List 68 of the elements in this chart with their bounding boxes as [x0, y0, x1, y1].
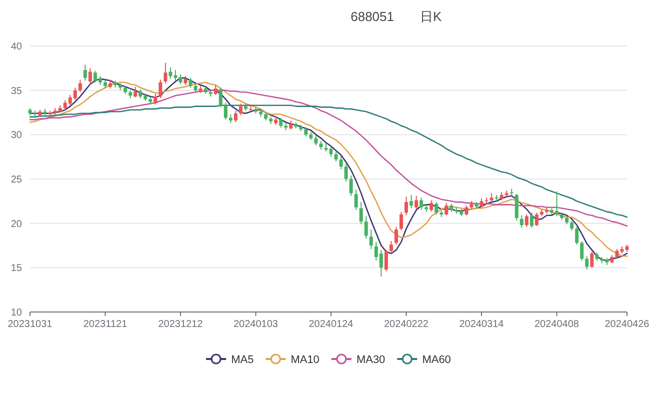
x-tick-label: 20231212	[158, 319, 204, 330]
candlestick	[234, 110, 238, 123]
candlestick	[444, 202, 448, 216]
legend-label: MA60	[422, 354, 451, 366]
y-tick-label: 10	[10, 308, 22, 318]
candlestick	[524, 214, 528, 228]
candlestick	[514, 194, 518, 222]
chart-subtitle: 日K	[420, 9, 442, 24]
candlestick	[570, 220, 574, 231]
y-tick-label: 15	[10, 263, 22, 274]
candlestick	[414, 195, 418, 210]
candlestick	[218, 87, 222, 108]
candlestick	[394, 226, 398, 246]
candlestick	[314, 135, 318, 146]
y-tick-label: 30	[10, 130, 22, 142]
candlestick	[78, 79, 82, 93]
candlestick	[164, 62, 168, 84]
candlestick	[349, 174, 353, 196]
candlestick	[134, 86, 138, 98]
candlestick	[214, 84, 218, 96]
candlestick	[580, 240, 584, 262]
candlestick	[575, 226, 579, 246]
candlestick	[420, 197, 424, 211]
candlestick	[354, 189, 358, 211]
candlestick	[464, 205, 468, 216]
candlestick	[434, 202, 438, 215]
candlestick	[364, 216, 368, 239]
legend-label: MA5	[231, 354, 254, 366]
candlestick	[534, 212, 538, 226]
candlestick	[344, 163, 348, 182]
candlestick	[359, 202, 363, 225]
legend-label: MA10	[290, 354, 320, 366]
candlestick	[389, 240, 393, 254]
x-tick-label: 20240408	[534, 319, 580, 330]
candlestick	[279, 117, 283, 128]
x-tick-label: 20240222	[384, 319, 429, 330]
legend-label: MA30	[356, 354, 386, 366]
candlestick	[430, 200, 434, 212]
candlestick	[188, 77, 192, 88]
y-tick-label: 25	[10, 174, 22, 186]
candlestick	[154, 93, 158, 106]
candlestick	[404, 196, 408, 216]
y-tick-label: 35	[10, 86, 22, 97]
x-tick-label: 20231121	[83, 319, 128, 330]
chart-title: 688051	[350, 9, 394, 24]
candlestick	[585, 256, 589, 270]
candlestick	[369, 229, 373, 250]
candlestick	[590, 251, 594, 268]
candlestick	[238, 103, 242, 116]
candlestick	[83, 64, 87, 82]
candlestick	[384, 249, 388, 272]
x-tick-label: 20240103	[234, 319, 278, 330]
candlestick	[329, 146, 333, 158]
candlestick	[399, 211, 403, 231]
candlestick	[530, 212, 534, 228]
y-tick-label: 40	[10, 42, 22, 52]
x-tick-label: 20240314	[459, 319, 504, 330]
candlestick	[158, 79, 162, 99]
candlestick	[339, 155, 343, 170]
x-tick-label: 20240124	[308, 319, 354, 330]
y-tick-label: 20	[10, 218, 22, 230]
x-tick-label: 20240426	[604, 319, 650, 330]
candlestick	[520, 214, 524, 228]
candlestick	[224, 102, 228, 120]
x-tick-label: 20231031	[8, 319, 53, 330]
candlestick	[88, 68, 92, 85]
candlestick	[334, 150, 338, 162]
candlestick	[410, 194, 414, 209]
